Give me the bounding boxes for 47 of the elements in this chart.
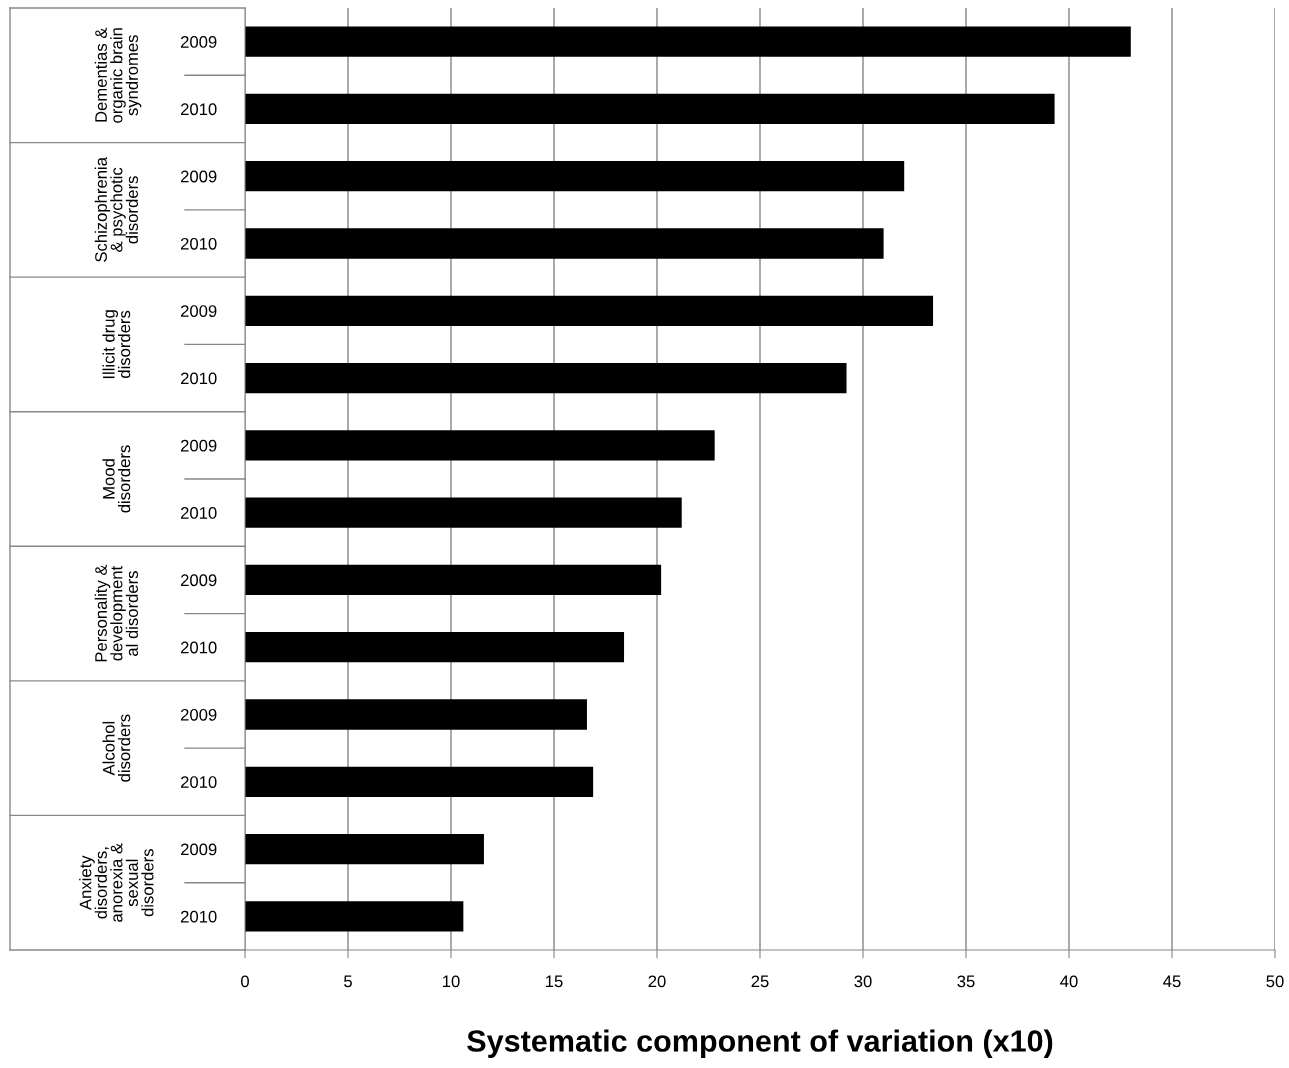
bar — [245, 228, 884, 259]
x-tick-label: 30 — [854, 975, 872, 988]
x-tick-label: 0 — [241, 975, 249, 988]
bar — [245, 833, 484, 865]
bar — [245, 901, 464, 932]
y-tick-label: 2009 — [180, 574, 217, 587]
bar — [245, 362, 847, 394]
bar — [245, 93, 1055, 125]
x-tick-label: 50 — [1266, 975, 1284, 988]
text: Dementias & organic brain syndromes — [94, 27, 142, 123]
bar — [245, 497, 682, 528]
x-tick-label: 10 — [443, 975, 460, 988]
x-tick-label: 20 — [648, 975, 666, 988]
y-tick-label: 2010 — [180, 507, 217, 519]
x-tick-label: 45 — [1163, 975, 1181, 988]
y-tick-label: 2009 — [180, 36, 217, 48]
y-tick-label: 2010 — [180, 641, 217, 654]
text: Personality & development al disorders — [94, 564, 139, 662]
y-tick-label: 2009 — [180, 305, 217, 317]
bar — [245, 699, 587, 730]
bar — [245, 766, 594, 797]
y-tick-label: 2010 — [180, 910, 217, 923]
bar — [245, 564, 662, 596]
bar — [245, 632, 625, 663]
bar — [245, 161, 905, 192]
y-tick-label: 2010 — [180, 372, 217, 385]
bar — [245, 430, 715, 461]
y-tick-label: 2009 — [180, 439, 217, 452]
text: Alcohol disorders — [102, 714, 131, 782]
text: Schizophrenia & psychotic disorders — [94, 157, 139, 262]
x-tick-label: 35 — [957, 975, 975, 988]
bar — [245, 26, 1131, 57]
text: Anxiety disorders, anorexia & sexual disorders — [79, 843, 154, 922]
x-tick-label: 25 — [751, 975, 769, 988]
bar — [245, 295, 934, 326]
y-tick-label: 2010 — [180, 776, 217, 788]
y-tick-label: 2010 — [180, 103, 217, 116]
x-tick-label: 15 — [546, 975, 563, 988]
x-tick-label: 40 — [1060, 975, 1078, 988]
y-tick-label: 2009 — [180, 843, 217, 856]
y-tick-label: 2009 — [180, 170, 217, 183]
y-tick-label: 2010 — [180, 237, 217, 250]
x-axis-title: Systematic component of variation (x10) — [467, 1029, 1053, 1058]
y-tick-label: 2009 — [180, 708, 217, 721]
text: Illicit drug disorders — [102, 310, 131, 379]
x-tick-label: 5 — [344, 975, 352, 988]
text: Mood disorders — [102, 445, 131, 513]
